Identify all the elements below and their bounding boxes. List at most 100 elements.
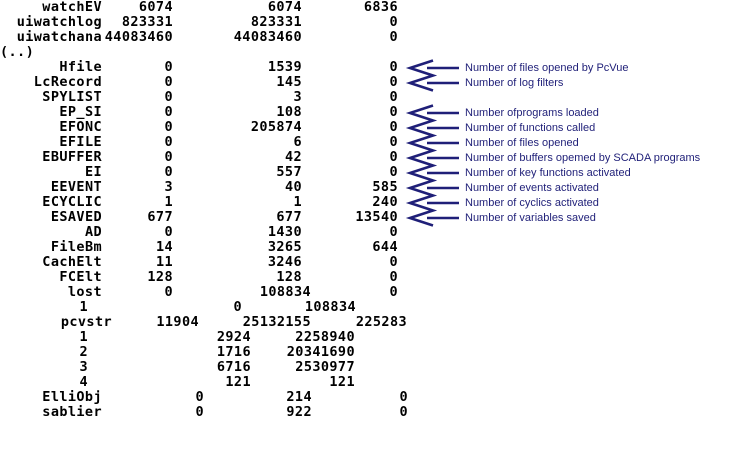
row-label: EFILE — [59, 134, 102, 150]
row-value: 0 — [389, 284, 398, 300]
row-value: 823331 — [250, 14, 302, 30]
row-value: 0 — [164, 134, 173, 150]
row-label: LcRecord — [33, 74, 102, 90]
row-value: 0 — [164, 59, 173, 75]
row-label: SPYLIST — [42, 89, 102, 105]
row-label: ECYCLIC — [42, 194, 102, 210]
row-value: 6 — [293, 134, 302, 150]
table-row: LcRecord 0 145 0 — [0, 75, 732, 90]
row-value: 677 — [147, 209, 173, 225]
row-value: 0 — [389, 254, 398, 270]
row-value: 2258940 — [295, 329, 355, 345]
table-row: FCElt 128 128 0 — [0, 270, 732, 285]
annotation-label: Number of events activated — [465, 182, 599, 194]
row-value: 42 — [284, 149, 302, 165]
row-value: 11904 — [156, 314, 199, 330]
table-row: uiwatchlog 823331 823331 0 — [0, 15, 732, 30]
table-row: EFILE 0 6 0 — [0, 135, 732, 150]
row-label: 1 — [79, 329, 88, 345]
annotation-label: Number of variables saved — [465, 212, 596, 224]
table-row: ESAVED 677 677 13540 — [0, 210, 732, 225]
row-value: 3246 — [267, 254, 302, 270]
row-value: 677 — [276, 209, 302, 225]
row-value: 0 — [389, 224, 398, 240]
row-label: lost — [67, 284, 102, 300]
row-value: 1716 — [216, 344, 251, 360]
table-row: SPYLIST 0 3 0 — [0, 90, 732, 105]
annotation-label: Number of log filters — [465, 77, 564, 89]
row-value: 128 — [147, 269, 173, 285]
table-row: 1 2924 2258940 — [0, 330, 732, 345]
row-value: 1539 — [267, 59, 302, 75]
row-value: 2530977 — [295, 359, 355, 375]
row-value: 3 — [293, 89, 302, 105]
row-label: ESAVED — [50, 209, 102, 225]
row-label: pcvstr — [60, 314, 112, 330]
row-label: uiwatchana — [16, 29, 102, 45]
row-value: 225283 — [355, 314, 407, 330]
row-value: 44083460 — [104, 29, 173, 45]
row-value: 214 — [286, 389, 312, 405]
row-value: 0 — [233, 299, 242, 315]
row-value: 0 — [164, 284, 173, 300]
row-value: 205874 — [250, 119, 302, 135]
table-row: AD 0 1430 0 — [0, 225, 732, 240]
row-value: 121 — [329, 374, 355, 390]
table-row: 2 1716 20341690 — [0, 345, 732, 360]
row-value: 14 — [155, 239, 173, 255]
row-value: 0 — [399, 404, 408, 420]
row-value: 1430 — [267, 224, 302, 240]
row-value: 6074 — [267, 0, 302, 15]
annotation-label: Number of files opened by PcVue — [465, 62, 629, 74]
table-row: (..) — [0, 45, 732, 60]
row-label: EEVENT — [50, 179, 102, 195]
table-row: EBUFFER 0 42 0 — [0, 150, 732, 165]
row-value: 0 — [164, 119, 173, 135]
row-value: 40 — [284, 179, 302, 195]
table-row: Hfile 0 1539 0 — [0, 60, 732, 75]
row-value: 2924 — [216, 329, 251, 345]
annotation-label: Number of cyclics activated — [465, 197, 599, 209]
row-label: CachElt — [42, 254, 102, 270]
table-row: ECYCLIC 1 1 240 — [0, 195, 732, 210]
row-value: 20341690 — [286, 344, 355, 360]
table-row: 1 0 108834 — [0, 300, 732, 315]
row-label: EFONC — [59, 119, 102, 135]
row-value: 3 — [164, 179, 173, 195]
row-value: 644 — [372, 239, 398, 255]
table-row: EI 0 557 0 — [0, 165, 732, 180]
row-value: 0 — [164, 224, 173, 240]
row-label: EI — [84, 164, 102, 180]
table-row: sablier 0 922 0 — [0, 405, 732, 420]
row-value: 1 — [164, 194, 173, 210]
row-value: 0 — [164, 104, 173, 120]
row-label: (..) — [0, 44, 35, 60]
annotation-label: Number of functions called — [465, 122, 596, 134]
row-value: 121 — [225, 374, 251, 390]
row-value: 3265 — [267, 239, 302, 255]
table-row: lost 0 108834 0 — [0, 285, 732, 300]
row-label: 2 — [79, 344, 88, 360]
row-label: watchEV — [42, 0, 102, 15]
table-row: FileBm 14 3265 644 — [0, 240, 732, 255]
table-row: uiwatchana 44083460 44083460 0 — [0, 30, 732, 45]
row-value: 585 — [372, 179, 398, 195]
row-value: 0 — [389, 89, 398, 105]
row-value: 0 — [164, 149, 173, 165]
row-label: 3 — [79, 359, 88, 375]
table-row: EP_SI 0 108 0 — [0, 105, 732, 120]
row-value: 557 — [276, 164, 302, 180]
row-label: EP_SI — [59, 104, 102, 120]
row-value: 0 — [399, 389, 408, 405]
row-value: 0 — [389, 59, 398, 75]
row-value: 240 — [372, 194, 398, 210]
row-label: uiwatchlog — [16, 14, 102, 30]
row-value: 0 — [389, 164, 398, 180]
row-value: 0 — [389, 269, 398, 285]
table-row: ElliObj 0 214 0 — [0, 390, 732, 405]
table-row: EFONC 0 205874 0 — [0, 120, 732, 135]
row-value: 25132155 — [242, 314, 311, 330]
row-value: 1 — [293, 194, 302, 210]
row-value: 128 — [276, 269, 302, 285]
